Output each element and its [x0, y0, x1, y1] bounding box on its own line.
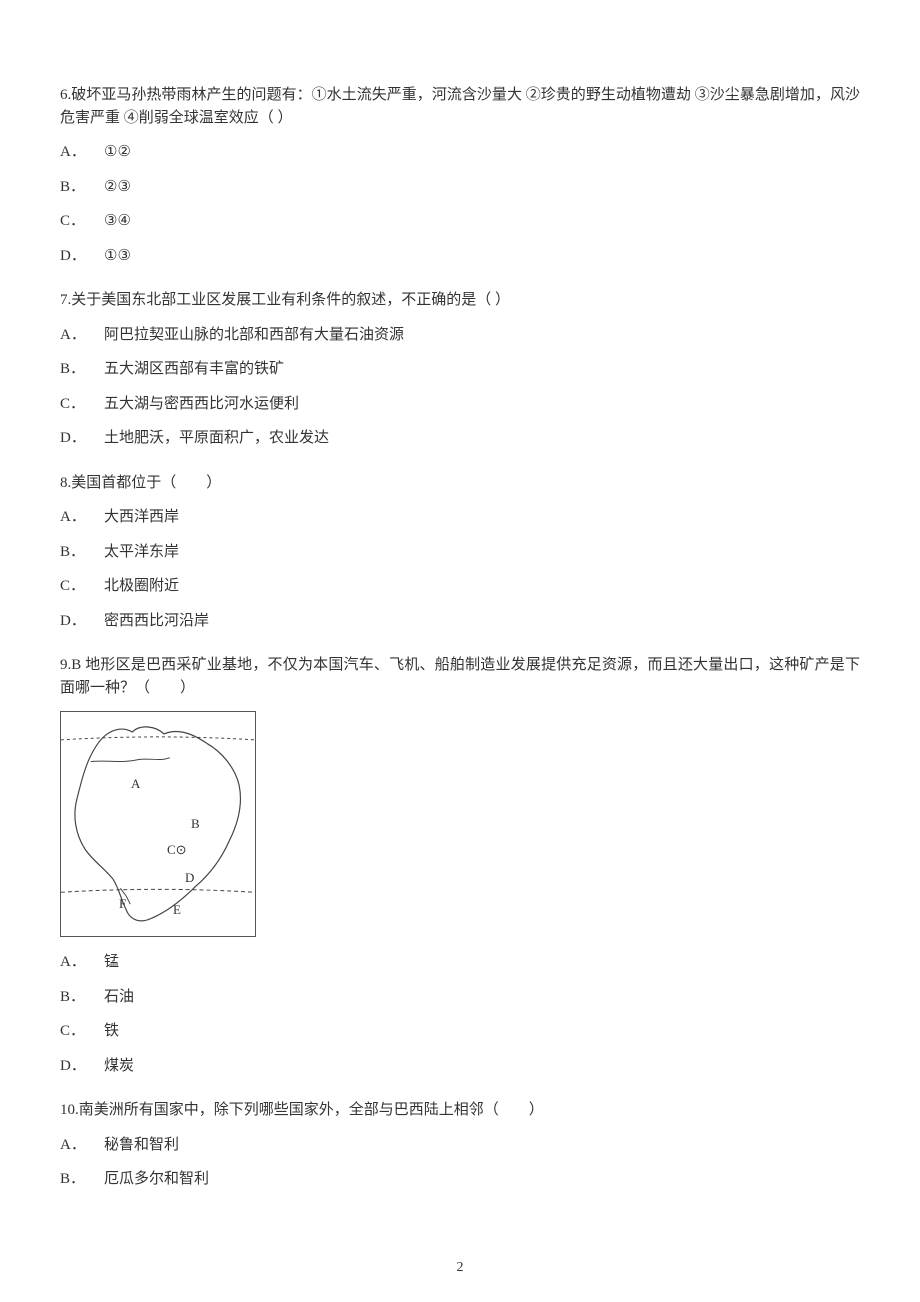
q8-b-text: 太平洋东岸	[104, 544, 179, 560]
q9-b-text: 石油	[104, 989, 134, 1005]
q9-d-text: 煤炭	[104, 1058, 134, 1074]
q8-d-text: 密西西比河沿岸	[104, 613, 209, 629]
q6-b-text: ②③	[104, 179, 131, 195]
q6-option-d: D．①③	[60, 245, 860, 268]
q10-a-letter: A．	[60, 1134, 104, 1157]
q9-a-text: 锰	[104, 954, 119, 970]
q7-b-letter: B．	[60, 358, 104, 381]
q6-d-letter: D．	[60, 245, 104, 268]
q6-a-letter: A．	[60, 141, 104, 164]
q8-a-text: 大西洋西岸	[104, 509, 179, 525]
q7-b-text: 五大湖区西部有丰富的铁矿	[104, 361, 284, 377]
q10-stem: 10.南美洲所有国家中，除下列哪些国家外，全部与巴西陆上相邻（ ）	[60, 1099, 860, 1122]
q6-a-text: ①②	[104, 144, 131, 160]
map-label-d: D	[185, 868, 194, 888]
q7-options: A．阿巴拉契亚山脉的北部和西部有大量石油资源 B．五大湖区西部有丰富的铁矿 C．…	[60, 324, 860, 450]
q7-d-letter: D．	[60, 427, 104, 450]
q6-stem-text: 6.破坏亚马孙热带雨林产生的问题有：①水土流失严重，河流含沙量大 ②珍贵的野生动…	[60, 87, 860, 126]
q6-stem: 6.破坏亚马孙热带雨林产生的问题有：①水土流失严重，河流含沙量大 ②珍贵的野生动…	[60, 84, 860, 129]
q8-option-c: C．北极圈附近	[60, 575, 860, 598]
q8-d-letter: D．	[60, 610, 104, 633]
q6-b-letter: B．	[60, 176, 104, 199]
q9-map-figure: A B C⊙ D E F	[60, 711, 256, 937]
q10-option-b: B．厄瓜多尔和智利	[60, 1168, 860, 1191]
q7-c-text: 五大湖与密西西比河水运便利	[104, 396, 299, 412]
q9-c-letter: C．	[60, 1020, 104, 1043]
brazil-map-svg	[61, 712, 255, 936]
q8-options: A．大西洋西岸 B．太平洋东岸 C．北极圈附近 D．密西西比河沿岸	[60, 506, 860, 632]
q9-c-text: 铁	[104, 1023, 119, 1039]
q8-b-letter: B．	[60, 541, 104, 564]
exam-page: 6.破坏亚马孙热带雨林产生的问题有：①水土流失严重，河流含沙量大 ②珍贵的野生动…	[0, 0, 920, 1302]
brazil-outline	[75, 727, 240, 921]
q6-c-letter: C．	[60, 210, 104, 233]
map-label-a: A	[131, 774, 140, 794]
q8-option-a: A．大西洋西岸	[60, 506, 860, 529]
q7-stem: 7.关于美国东北部工业区发展工业有利条件的叙述，不正确的是（ ）	[60, 289, 860, 312]
q7-option-d: D．土地肥沃，平原面积广，农业发达	[60, 427, 860, 450]
q10-option-a: A．秘鲁和智利	[60, 1134, 860, 1157]
q6-options: A．①② B．②③ C．③④ D．①③	[60, 141, 860, 267]
q7-a-letter: A．	[60, 324, 104, 347]
map-label-b: B	[191, 814, 200, 834]
q7-option-c: C．五大湖与密西西比河水运便利	[60, 393, 860, 416]
q6-option-c: C．③④	[60, 210, 860, 233]
equator-line	[61, 737, 255, 740]
q9-b-letter: B．	[60, 986, 104, 1009]
q7-option-b: B．五大湖区西部有丰富的铁矿	[60, 358, 860, 381]
q6-c-text: ③④	[104, 213, 131, 229]
map-label-e: E	[173, 900, 181, 920]
q8-c-letter: C．	[60, 575, 104, 598]
tropic-line	[61, 889, 255, 892]
q9-option-c: C．铁	[60, 1020, 860, 1043]
q7-option-a: A．阿巴拉契亚山脉的北部和西部有大量石油资源	[60, 324, 860, 347]
q10-b-letter: B．	[60, 1168, 104, 1191]
q6-d-text: ①③	[104, 248, 131, 264]
q9-option-d: D．煤炭	[60, 1055, 860, 1078]
q8-option-d: D．密西西比河沿岸	[60, 610, 860, 633]
q8-c-text: 北极圈附近	[104, 578, 179, 594]
q9-option-b: B．石油	[60, 986, 860, 1009]
q9-a-letter: A．	[60, 951, 104, 974]
q7-a-text: 阿巴拉契亚山脉的北部和西部有大量石油资源	[104, 327, 404, 343]
amazon-river	[91, 758, 170, 762]
q8-stem: 8.美国首都位于（ ）	[60, 472, 860, 495]
map-label-c: C⊙	[167, 840, 187, 860]
q10-b-text: 厄瓜多尔和智利	[104, 1171, 209, 1187]
q7-d-text: 土地肥沃，平原面积广，农业发达	[104, 430, 329, 446]
q7-c-letter: C．	[60, 393, 104, 416]
q8-a-letter: A．	[60, 506, 104, 529]
q9-d-letter: D．	[60, 1055, 104, 1078]
q9-stem: 9.B 地形区是巴西采矿业基地，不仅为本国汽车、飞机、船舶制造业发展提供充足资源…	[60, 654, 860, 699]
q9-option-a: A．锰	[60, 951, 860, 974]
map-label-f: F	[119, 894, 126, 914]
q9-options: A．锰 B．石油 C．铁 D．煤炭	[60, 951, 860, 1077]
q10-options: A．秘鲁和智利 B．厄瓜多尔和智利	[60, 1134, 860, 1191]
q8-option-b: B．太平洋东岸	[60, 541, 860, 564]
q6-option-b: B．②③	[60, 176, 860, 199]
page-number: 2	[0, 1257, 920, 1278]
q10-a-text: 秘鲁和智利	[104, 1137, 179, 1153]
q6-option-a: A．①②	[60, 141, 860, 164]
